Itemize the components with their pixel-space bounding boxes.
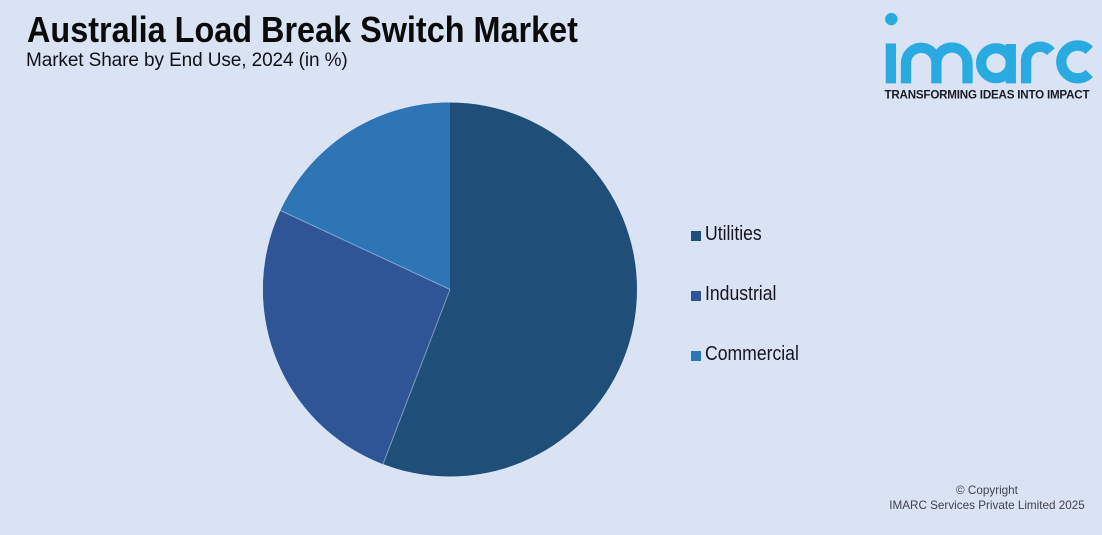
svg-text:TRANSFORMING IDEAS INTO IMPACT: TRANSFORMING IDEAS INTO IMPACT (885, 89, 1090, 102)
